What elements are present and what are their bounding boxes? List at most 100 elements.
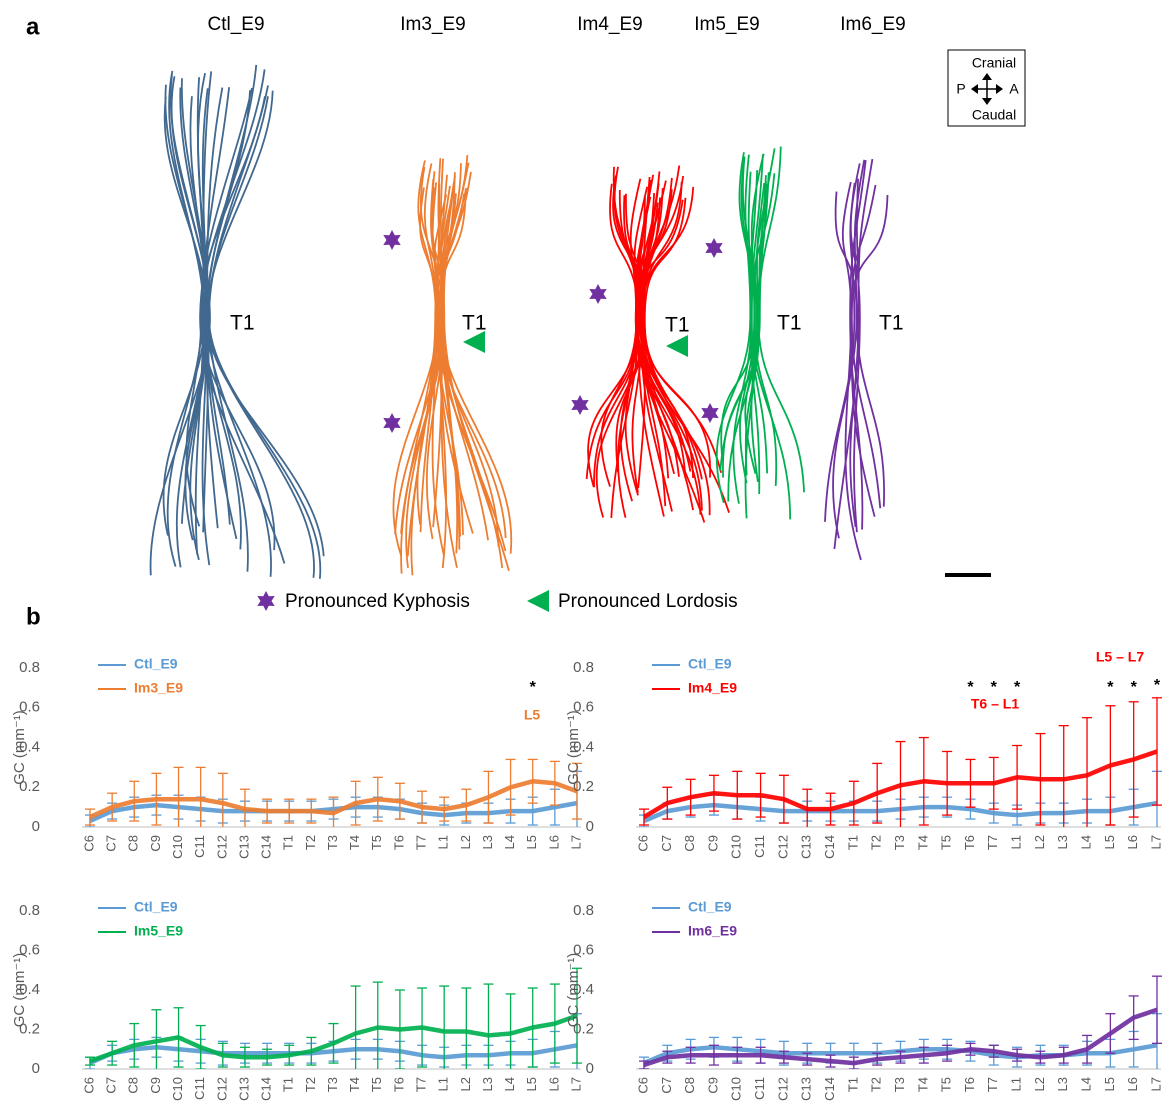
- x-tick-label: C7: [104, 1077, 119, 1094]
- specimen-title: Ctl_E9: [207, 14, 264, 35]
- annotation: T6 – L1: [971, 696, 1019, 712]
- y-tick-label: 0.4: [573, 738, 594, 755]
- x-tick-label: L1: [436, 1077, 451, 1091]
- legend-label: Ctl_E9: [134, 656, 178, 672]
- lordosis-marker: [527, 590, 549, 612]
- y-tick-label: 0: [586, 1060, 594, 1077]
- y-tick-label: 0: [586, 818, 594, 835]
- x-tick-label: T1: [281, 1077, 296, 1092]
- spine-curve: [162, 84, 206, 536]
- series-line: [642, 749, 1158, 820]
- x-tick-label: T7: [413, 1077, 428, 1092]
- x-tick-label: T1: [281, 835, 296, 850]
- x-tick-label: T1: [845, 835, 860, 850]
- y-tick-label: 0.4: [19, 738, 40, 755]
- specimen-title: Im5_E9: [694, 14, 759, 35]
- x-tick-label: T3: [892, 835, 907, 850]
- compass: Cranial Caudal P A: [947, 49, 1026, 127]
- x-tick-label: C9: [705, 835, 720, 852]
- x-tick-label: L3: [1055, 835, 1070, 849]
- y-tick-label: 0.6: [573, 699, 594, 716]
- compass-arrow: [982, 73, 992, 80]
- annotation: L5 – L7: [1096, 649, 1144, 665]
- x-tick-label: C8: [126, 835, 141, 852]
- spine-curve: [438, 188, 513, 554]
- specimen-title: Im3_E9: [400, 14, 465, 35]
- x-tick-label: C9: [705, 1077, 720, 1094]
- y-tick-label: 0.4: [19, 981, 40, 998]
- chart: 0 0.2 0.4 0.6 0.8 GC (mm⁻¹) C6 C7 C8 C9 C10 C11 C12 C…: [11, 656, 583, 859]
- y-tick-label: 0: [32, 818, 40, 835]
- x-tick-label: C12: [214, 1077, 229, 1101]
- x-tick-label: T7: [985, 1077, 1000, 1092]
- x-tick-label: C12: [775, 1077, 790, 1101]
- spine-curve: [201, 90, 274, 566]
- x-tick-label: L3: [480, 835, 495, 849]
- spine-curve: [750, 173, 792, 520]
- y-tick-label: 0.6: [573, 941, 594, 958]
- series-line: [643, 1007, 1158, 1068]
- x-tick-label: L4: [502, 1077, 517, 1091]
- y-axis-label: GC (mm⁻¹): [565, 953, 582, 1028]
- legend-label: Ctl_E9: [688, 899, 732, 915]
- spine-curve: [419, 187, 464, 535]
- x-tick-label: L1: [1009, 1077, 1024, 1091]
- spine-curve: [425, 187, 468, 540]
- y-axis-label: GC (mm⁻¹): [11, 953, 28, 1028]
- x-tick-label: T3: [325, 835, 340, 850]
- kyphosis-marker: [257, 591, 275, 611]
- x-tick-label: C11: [192, 835, 207, 858]
- x-tick-label: L2: [1032, 835, 1047, 849]
- specimen-title: Im6_E9: [840, 14, 905, 35]
- spine-curve: [741, 156, 758, 475]
- x-tick-label: C10: [170, 1077, 185, 1101]
- x-tick-label: T6: [962, 835, 977, 850]
- x-tick-label: L5: [524, 835, 539, 849]
- x-tick-label: T2: [869, 1077, 884, 1092]
- y-tick-label: 0: [32, 1060, 40, 1077]
- spine-curve: [849, 178, 860, 528]
- x-tick-label: L7: [1148, 1077, 1163, 1091]
- x-tick-label: L6: [546, 835, 561, 849]
- x-tick-label: C13: [799, 1077, 814, 1101]
- spine-curve: [824, 163, 861, 522]
- significance-star: *: [1107, 679, 1114, 696]
- x-tick-label: C8: [682, 1077, 697, 1094]
- charts: 0 0.2 0.4 0.6 0.8 GC (mm⁻¹) C6 C7 C8 C9 C10 C11 C12 C…: [11, 649, 1163, 1101]
- x-tick-label: L1: [1009, 835, 1024, 849]
- t1-label: T1: [230, 312, 255, 335]
- y-tick-label: 0.8: [573, 659, 594, 676]
- spine-curve: [720, 152, 756, 462]
- kyphosis-marker: [705, 238, 723, 258]
- x-tick-label: T5: [369, 835, 384, 850]
- x-tick-label: C14: [259, 1077, 274, 1101]
- panel-label: b: [26, 603, 41, 630]
- x-tick-label: C10: [170, 835, 185, 859]
- x-tick-label: C14: [822, 835, 837, 859]
- x-tick-label: C13: [236, 835, 251, 859]
- y-tick-label: 0.8: [19, 659, 40, 676]
- legend-label: Pronounced Kyphosis: [285, 591, 470, 612]
- x-tick-label: T6: [391, 1077, 406, 1092]
- legend-label: Im3_E9: [134, 680, 183, 696]
- significance-star: *: [967, 679, 974, 696]
- y-tick-label: 0.6: [19, 941, 40, 958]
- spine-curve: [199, 87, 276, 551]
- legend-label: Im4_E9: [688, 680, 737, 696]
- x-tick-label: C8: [682, 835, 697, 852]
- kyphosis-marker: [383, 413, 401, 433]
- x-tick-label: T5: [369, 1077, 384, 1092]
- x-tick-label: T5: [939, 835, 954, 850]
- compass-label: Caudal: [972, 107, 1016, 123]
- kyphosis-marker: [383, 230, 401, 250]
- y-tick-label: 0.2: [573, 1020, 594, 1037]
- x-tick-label: T3: [892, 1077, 907, 1092]
- spine-drawings: Ctl_E9 T1 Im3_E9 T1 Im4_E9 T1 Im5_E9 T1 Im6_E9 T1…: [149, 14, 906, 612]
- x-tick-label: C9: [148, 1077, 163, 1094]
- specimen-title: Im4_E9: [577, 14, 642, 35]
- x-tick-label: L5: [524, 1077, 539, 1091]
- y-tick-label: 0.6: [19, 699, 40, 716]
- x-tick-label: T2: [303, 1077, 318, 1092]
- x-tick-label: C13: [799, 835, 814, 859]
- annotation: L5: [524, 707, 541, 723]
